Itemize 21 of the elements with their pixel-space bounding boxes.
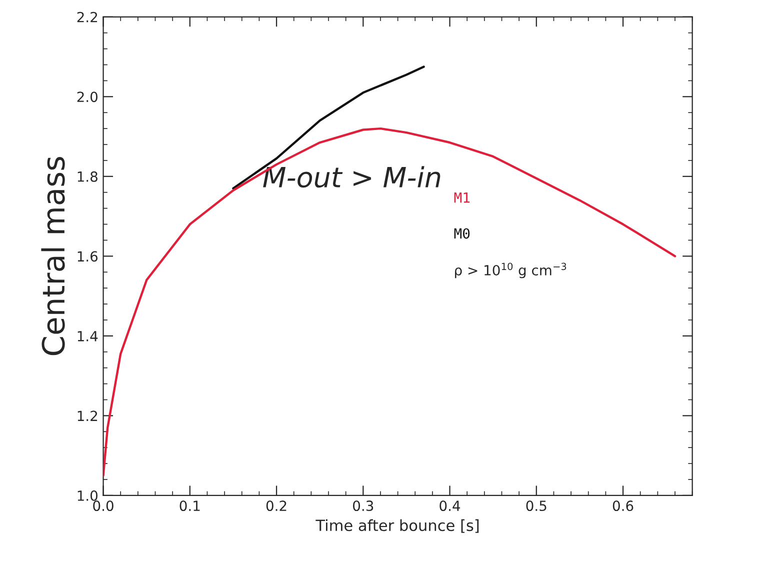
y-tick-label: 2.0 xyxy=(77,92,98,102)
x-tick-label: 0.4 xyxy=(440,500,460,512)
x-tick-label: 0.2 xyxy=(266,500,286,512)
annotation: M-out > M-in xyxy=(263,166,440,188)
text: M1 xyxy=(454,192,470,203)
y-tick-label: 1.6 xyxy=(78,251,98,262)
x-tick-label: 0.5 xyxy=(526,500,546,512)
x-tick-label: 0.3 xyxy=(353,500,374,512)
x-tick-label: 0.0 xyxy=(93,500,114,512)
y-tick-label: 1.2 xyxy=(78,410,98,421)
x-tick-label: 0.6 xyxy=(612,500,634,512)
y-tick-label: 1.0 xyxy=(78,490,98,501)
text: M0 xyxy=(454,228,470,239)
y-tick-label: 1.4 xyxy=(78,331,98,342)
line-series xyxy=(103,127,676,477)
x-tick-label: 0.1 xyxy=(180,500,200,512)
annotation: ρ > 10$^{10}$ g cm$^{−3}$ xyxy=(455,262,566,278)
y-tick-label: 1.8 xyxy=(78,171,98,182)
x-axis-title: Time after bounce [s] xyxy=(316,519,479,533)
y-tick-label: 2.2 xyxy=(77,12,98,22)
y-axis-title: Central mass xyxy=(41,157,65,356)
